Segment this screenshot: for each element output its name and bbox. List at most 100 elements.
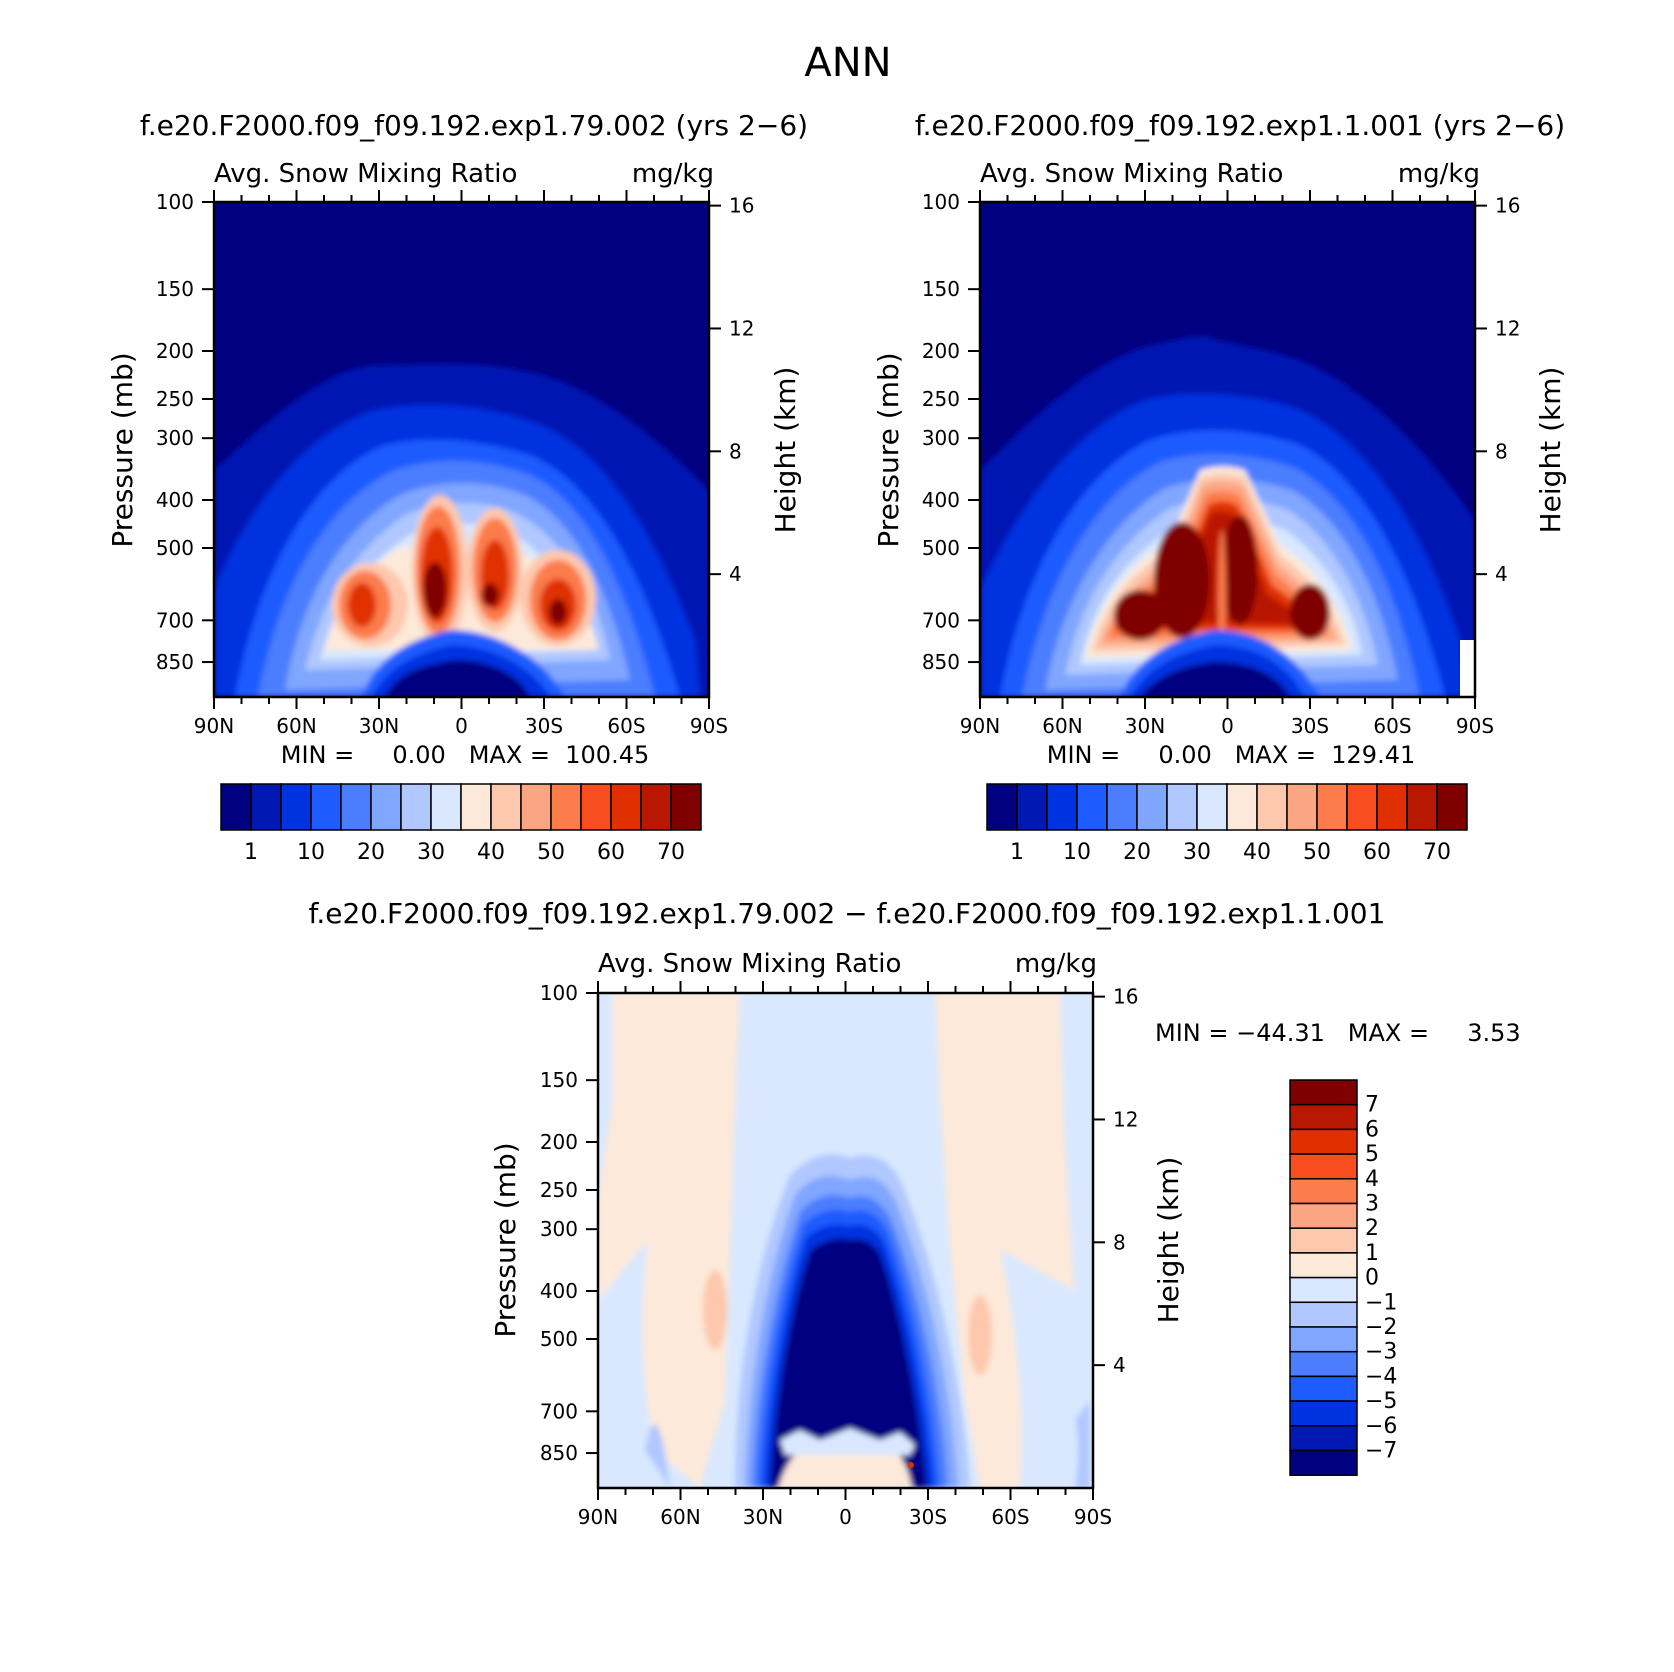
colorbar-box	[310, 783, 342, 831]
colorbar-box	[1289, 1301, 1358, 1328]
height-tick-label: 4	[1113, 1353, 1126, 1377]
colorbar-box	[670, 783, 702, 831]
colorbar-label: 30	[417, 840, 445, 865]
latitude-axis: 90N 60N 30N 0 30S 60S 90S	[960, 190, 1494, 738]
pressure-axis: 100 150 200 250 300 400 500 700 850	[540, 981, 598, 1465]
colorbar-label: 50	[537, 840, 565, 865]
colorbar-box	[1436, 783, 1468, 831]
colorbar-box	[1166, 783, 1198, 831]
height-tick-label: 16	[1113, 985, 1138, 1009]
panel-model-a: f.e20.F2000.f09_f09.192.exp1.79.002 (yrs…	[106, 109, 808, 865]
colorbar-label: 4	[1365, 1167, 1379, 1192]
height-tick-label: 12	[1495, 316, 1520, 340]
colorbar-box	[640, 783, 672, 831]
lat-tick-label: 60S	[991, 1505, 1029, 1529]
colorbar-label: 20	[357, 840, 385, 865]
colorbar-box	[1376, 783, 1408, 831]
lat-tick-label: 60S	[1373, 714, 1411, 738]
colorbar-box	[986, 783, 1018, 831]
lat-tick-label: 60S	[607, 714, 645, 738]
colorbar-box	[610, 783, 642, 831]
panel-title: f.e20.F2000.f09_f09.192.exp1.79.002 (yrs…	[140, 109, 808, 142]
colorbar-box	[400, 783, 432, 831]
y-axis-label: Pressure (mb)	[872, 352, 905, 547]
pressure-axis: 100 150 200 250 300 400 500 700 850	[156, 190, 214, 674]
colorbar-box	[1289, 1178, 1358, 1205]
colorbar-box	[1289, 1326, 1358, 1353]
colorbar-box	[1289, 1449, 1358, 1476]
colorbar-label: 10	[297, 840, 325, 865]
pressure-tick-label: 200	[922, 339, 960, 363]
colorbar-label: 60	[597, 840, 625, 865]
lat-tick-label: 30S	[909, 1505, 947, 1529]
units-label: mg/kg	[632, 159, 714, 189]
variable-label: Avg. Snow Mixing Ratio	[598, 949, 901, 979]
colorbar-box	[430, 783, 462, 831]
colorbar-label: −6	[1365, 1414, 1397, 1439]
pressure-tick-label: 200	[156, 339, 194, 363]
colorbar-box	[1256, 783, 1288, 831]
colorbar-label: 1	[1010, 840, 1024, 865]
pressure-tick-label: 250	[922, 387, 960, 411]
panel-difference: f.e20.F2000.f09_f09.192.exp1.79.002 − f.…	[309, 897, 1521, 1529]
colorbar-box	[1289, 1227, 1358, 1254]
colorbar-box	[1289, 1425, 1358, 1452]
colorbar-box	[1289, 1252, 1358, 1279]
pressure-tick-label: 100	[156, 190, 194, 214]
pressure-tick-label: 500	[540, 1327, 578, 1351]
height-tick-label: 12	[1113, 1107, 1138, 1131]
height-tick-label: 4	[729, 562, 742, 586]
units-label: mg/kg	[1398, 159, 1480, 189]
colorbar-label: 0	[1365, 1266, 1379, 1291]
lat-tick-label: 60N	[660, 1505, 700, 1529]
contour-field	[980, 202, 1475, 697]
colorbar-label: 3	[1365, 1192, 1379, 1217]
colorbar-box	[1316, 783, 1348, 831]
lat-tick-label: 90N	[960, 714, 1000, 738]
y-axis-label: Pressure (mb)	[106, 352, 139, 547]
colorbar-box	[1289, 1350, 1358, 1378]
colorbar-label: −7	[1365, 1439, 1397, 1464]
pressure-tick-label: 500	[922, 536, 960, 560]
min-max-stats: MIN = 0.00 MAX = 129.41	[1047, 741, 1415, 769]
colorbar-label: 70	[1423, 840, 1451, 865]
pressure-tick-label: 150	[156, 277, 194, 301]
pressure-axis: 100 150 200 250 300 400 500 700 850	[922, 190, 980, 674]
pressure-tick-label: 100	[540, 981, 578, 1005]
colorbar-label: −5	[1365, 1389, 1397, 1414]
colorbar-box	[250, 783, 282, 831]
y2-axis-label: Height (km)	[769, 367, 802, 534]
pressure-tick-label: 500	[156, 536, 194, 560]
colorbar-box	[1196, 783, 1228, 831]
latitude-axis: 90N 60N 30N 0 30S 60S 90S	[194, 190, 728, 738]
lat-tick-label: 30N	[359, 714, 399, 738]
lat-tick-label: 90S	[690, 714, 728, 738]
lat-tick-label: 90N	[578, 1505, 618, 1529]
pressure-tick-label: 850	[540, 1441, 578, 1465]
colorbar-label: 50	[1303, 840, 1331, 865]
y2-axis-label: Height (km)	[1534, 367, 1567, 534]
contour-field	[598, 993, 1093, 1488]
colorbar-label: 40	[477, 840, 505, 865]
pressure-tick-label: 250	[540, 1178, 578, 1202]
height-tick-label: 12	[729, 316, 754, 340]
pressure-tick-label: 250	[156, 387, 194, 411]
variable-label: Avg. Snow Mixing Ratio	[980, 159, 1283, 189]
lat-tick-label: 60N	[1042, 714, 1082, 738]
height-tick-label: 8	[729, 439, 742, 463]
colorbar-box	[1289, 1375, 1358, 1402]
height-tick-label: 16	[729, 194, 754, 218]
colorbar-box	[1016, 783, 1048, 831]
pressure-tick-label: 150	[922, 277, 960, 301]
colorbar-box	[1289, 1400, 1358, 1427]
lat-tick-label: 60N	[276, 714, 316, 738]
lat-tick-label: 30S	[1291, 714, 1329, 738]
colorbar-box	[490, 783, 522, 831]
colorbar-box	[1289, 1079, 1358, 1106]
pressure-tick-label: 400	[922, 488, 960, 512]
lat-tick-label: 90N	[194, 714, 234, 738]
colorbar-box	[550, 783, 582, 831]
lat-tick-label: 0	[455, 714, 468, 738]
colorbar: 1 10 20 30 40 50 60 70	[986, 783, 1468, 865]
